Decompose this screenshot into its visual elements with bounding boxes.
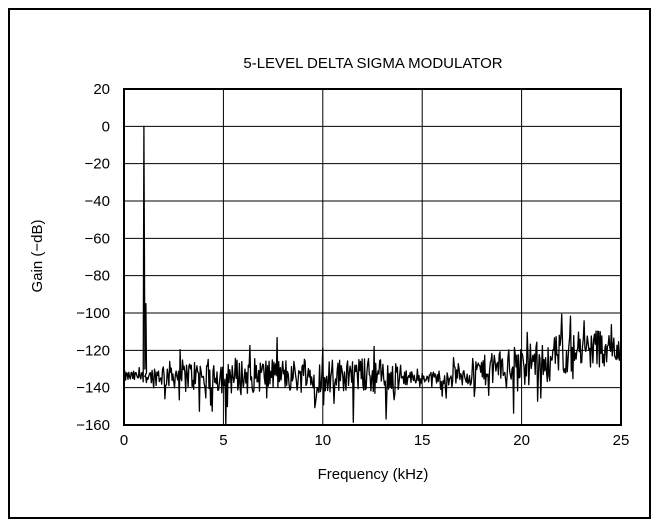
y-tick-label: −80 xyxy=(85,268,110,285)
x-tick-label: 0 xyxy=(120,432,128,449)
y-tick-label: −60 xyxy=(85,230,110,247)
y-tick-labels: 20 0 −20 −40 −60 −80 −100 −120 −140 −160 xyxy=(76,81,110,434)
chart-frame xyxy=(8,8,651,519)
x-tick-label: 10 xyxy=(314,432,331,449)
y-tick-label: −120 xyxy=(76,342,110,359)
y-tick-label: −20 xyxy=(85,156,110,173)
series-line xyxy=(123,125,622,426)
y-tick-label: −160 xyxy=(76,417,110,434)
x-tick-labels: 0 5 10 15 20 25 xyxy=(120,432,630,449)
x-tick-label: 25 xyxy=(613,432,630,449)
x-tick-label: 5 xyxy=(219,432,227,449)
x-tick-label: 20 xyxy=(513,432,530,449)
x-axis-label: Frequency (kHz) xyxy=(318,466,429,483)
y-tick-label: 0 xyxy=(102,118,110,135)
y-axis-label: Gain (−dB) xyxy=(29,220,46,293)
plot-area xyxy=(123,88,622,426)
x-tick-label: 15 xyxy=(414,432,431,449)
y-tick-label: −40 xyxy=(85,193,110,210)
chart-title: 5-LEVEL DELTA SIGMA MODULATOR xyxy=(243,55,502,72)
y-tick-label: 20 xyxy=(93,81,110,98)
y-tick-label: −140 xyxy=(76,380,110,397)
y-tick-label: −100 xyxy=(76,305,110,322)
